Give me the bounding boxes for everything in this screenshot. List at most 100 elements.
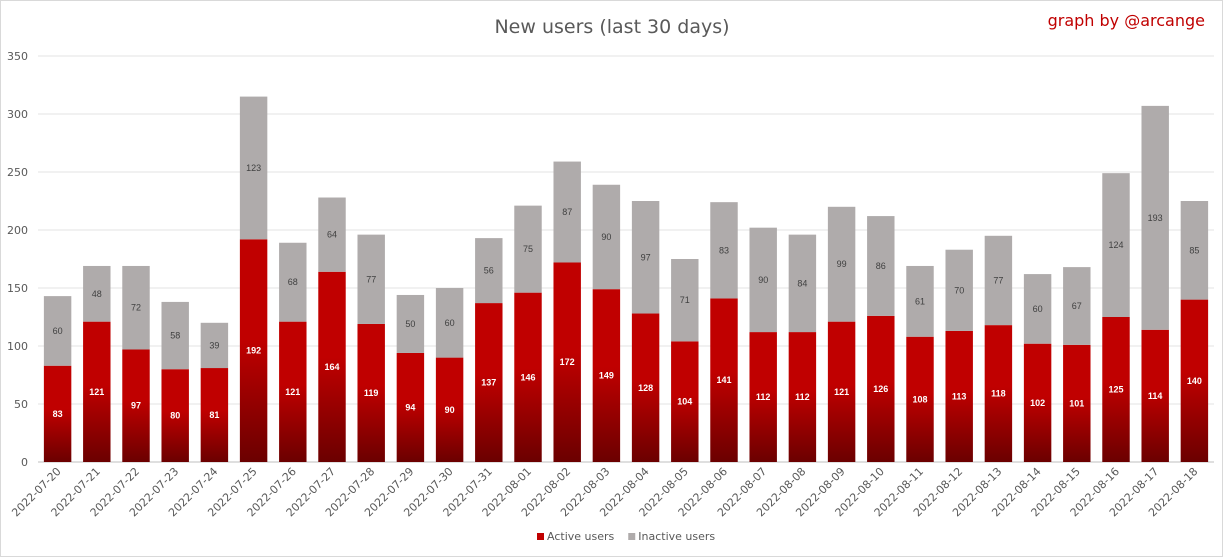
bar-inactive [83,265,111,322]
bar-inactive [396,294,425,353]
data-label-inactive: 86 [876,261,886,271]
data-label-inactive: 50 [405,319,415,329]
bar-inactive [318,197,346,272]
data-label-active: 121 [834,387,849,397]
data-label-active: 97 [131,401,141,411]
data-label-active: 113 [952,391,967,401]
data-label-active: 114 [1148,391,1163,401]
data-label-inactive: 67 [1072,301,1082,311]
bar-active [553,262,581,462]
bar-active [984,325,1013,462]
data-label-inactive: 87 [562,207,572,217]
bar-active [279,321,307,462]
legend-label: Active users [547,530,615,543]
data-label-active: 141 [716,375,731,385]
bar-inactive [827,206,856,322]
data-label-inactive: 68 [288,277,298,287]
bar-inactive [435,288,464,358]
bar-active [200,368,229,462]
bar-active [827,321,856,462]
data-label-active: 192 [246,346,261,356]
y-tick-label: 100 [7,340,28,353]
bar-inactive [122,265,150,350]
bar-active [710,298,738,462]
y-tick-label: 300 [7,108,28,121]
data-label-inactive: 72 [131,303,141,313]
data-label-active: 94 [405,402,415,412]
data-label-inactive: 56 [484,266,494,276]
data-label-active: 164 [324,362,339,372]
data-label-inactive: 48 [92,289,102,299]
data-label-active: 112 [795,392,810,402]
data-label-active: 90 [445,405,455,415]
data-label-inactive: 77 [366,274,376,284]
bar-inactive [200,322,229,369]
bars: 83 60 121 48 97 72 80 58 81 39 192 123 121 68 164 64 119… [43,96,1209,462]
data-label-inactive: 77 [993,275,1003,285]
data-label-active: 137 [481,378,496,388]
data-label-inactive: 97 [641,252,651,262]
data-label-active: 121 [89,387,104,397]
data-label-inactive: 90 [758,275,768,285]
bar-active [475,303,503,462]
bar-inactive [1180,201,1209,300]
data-label-active: 140 [1187,376,1202,386]
bar-inactive [553,161,581,263]
bar-active [318,271,346,462]
data-label-active: 108 [912,394,927,404]
bar-inactive [710,202,738,299]
data-label-inactive: 60 [53,326,63,336]
bar-inactive [749,227,777,333]
y-tick-label: 350 [7,50,28,63]
y-tick-label: 50 [14,398,28,411]
y-tick-label: 0 [21,456,28,469]
bar-active [1102,317,1130,462]
x-axis-ticks: 2022-07-202022-07-212022-07-222022-07-23… [9,465,1200,519]
data-label-inactive: 99 [837,259,847,269]
bar-active [239,239,268,462]
data-label-active: 83 [53,409,63,419]
data-label-inactive: 70 [954,285,964,295]
data-label-active: 102 [1030,398,1045,408]
bar-active [749,332,777,462]
bar-inactive [239,96,268,240]
bar-inactive [867,216,895,316]
data-label-active: 118 [991,389,1006,399]
data-label-active: 149 [599,371,614,381]
data-label-inactive: 193 [1148,213,1163,223]
legend-swatch [537,533,544,540]
data-label-inactive: 85 [1189,245,1199,255]
data-label-inactive: 75 [523,244,533,254]
data-label-inactive: 64 [327,230,337,240]
bar-active [788,332,817,462]
data-label-active: 119 [364,388,379,398]
bar-active [43,365,72,462]
data-label-active: 125 [1108,385,1123,395]
y-tick-label: 200 [7,224,28,237]
bar-inactive [43,296,72,366]
bar-inactive [631,201,660,314]
data-label-inactive: 61 [915,296,925,306]
bar-active [396,352,425,462]
data-label-active: 101 [1069,398,1084,408]
y-tick-label: 250 [7,166,28,179]
gridlines [38,55,1214,463]
data-label-inactive: 71 [680,295,690,305]
data-label-inactive: 83 [719,245,729,255]
bar-active [631,313,660,462]
bar-inactive [592,184,621,290]
data-label-active: 128 [638,383,653,393]
legend-swatch [628,533,636,540]
bar-active [514,292,542,462]
bar-inactive [671,259,699,342]
bar-inactive [788,234,817,333]
data-label-active: 126 [873,384,888,394]
data-label-active: 172 [560,357,575,367]
bar-active [1180,299,1209,462]
data-label-active: 146 [520,372,535,382]
bar-inactive [279,242,307,322]
bar-inactive [514,205,542,293]
legend: Active users Inactive users [537,530,715,543]
bar-active [435,357,464,462]
